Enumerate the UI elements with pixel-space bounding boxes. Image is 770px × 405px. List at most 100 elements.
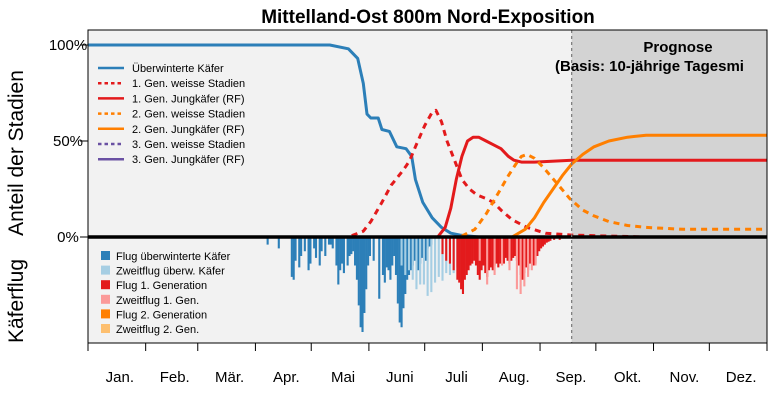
- flight-bar: [290, 237, 293, 277]
- flight-bar: [486, 237, 489, 285]
- legend-label: Flug überwinterte Käfer: [116, 251, 231, 263]
- legend-flight: Flug überwinterte Käfer Zweitflug überw. …: [101, 251, 231, 336]
- flight-bar: [348, 237, 351, 256]
- flight-bar: [387, 237, 390, 271]
- x-tick-label: Sep.: [556, 369, 587, 386]
- flight-bar: [521, 237, 524, 280]
- flight-bar: [383, 237, 386, 283]
- legend-label: Flug 1. Generation: [116, 280, 207, 292]
- flight-bar: [294, 237, 297, 261]
- flight-bar: [437, 237, 440, 277]
- legend-label: 2. Gen. weisse Stadien: [132, 109, 245, 121]
- flight-bar: [467, 237, 470, 271]
- flight-bar: [461, 237, 465, 294]
- flight-bar: [441, 237, 444, 281]
- flight-bar: [413, 237, 416, 261]
- flight-bar: [406, 237, 409, 280]
- flight-bar: [365, 237, 368, 290]
- flight-bar: [534, 237, 537, 266]
- flight-bar: [434, 237, 437, 283]
- flight-bar: [469, 237, 472, 266]
- flight-bar: [329, 237, 332, 245]
- flight-bar: [324, 237, 327, 256]
- flight-bar: [303, 237, 306, 252]
- legend-label: 2. Gen. Jungkäfer (RF): [132, 124, 245, 136]
- legend-label: Zweitflug überw. Käfer: [116, 266, 225, 278]
- flight-bar: [314, 237, 318, 258]
- flight-bar: [445, 237, 448, 261]
- legend-label: 3. Gen. weisse Stadien: [132, 139, 245, 151]
- flight-bar: [514, 237, 517, 256]
- flight-bar: [489, 237, 492, 268]
- flight-bar: [361, 237, 364, 332]
- forecast-shading: [571, 30, 767, 343]
- flight-bar: [266, 237, 269, 245]
- x-tick-label: Feb.: [160, 369, 190, 386]
- flight-bar: [393, 237, 396, 256]
- flight-bar: [363, 237, 366, 313]
- flight-bar: [512, 237, 515, 258]
- flight-bar: [309, 237, 312, 264]
- flight-bar: [346, 237, 349, 266]
- legend-swatch: [101, 309, 110, 319]
- legend-label: Flug 2. Generation: [116, 309, 207, 321]
- flight-bar: [400, 237, 403, 328]
- flight-bar: [528, 237, 531, 264]
- legend-swatch: [101, 265, 110, 275]
- y-tick-label: 100%: [49, 37, 87, 54]
- flight-bar: [482, 237, 485, 266]
- flight-bar: [419, 237, 422, 285]
- legend-swatch: [101, 251, 110, 260]
- flight-bar: [424, 237, 427, 261]
- flight-bar: [508, 237, 511, 271]
- flight-bar: [320, 237, 323, 252]
- flight-bar: [540, 237, 543, 249]
- x-tick-label: Jan.: [106, 369, 134, 386]
- flight-bar: [426, 237, 429, 296]
- flight-bar: [465, 237, 468, 275]
- flight-bar: [339, 237, 342, 271]
- x-tick-label: Nov.: [670, 369, 700, 386]
- plot-area: Prognose (Basis: 10-jährige Tagesmi: [87, 29, 768, 344]
- flight-bar: [340, 237, 344, 264]
- flight-bar: [532, 237, 535, 266]
- flight-bar: [417, 237, 420, 271]
- flight-bar: [331, 237, 334, 249]
- flight-bar: [407, 237, 411, 271]
- flight-bar: [359, 237, 362, 328]
- flight-bar: [504, 237, 507, 258]
- flight-bar: [547, 237, 550, 242]
- x-tick-label: Juli: [445, 369, 468, 386]
- flight-bar: [448, 237, 452, 264]
- flight-bar: [530, 237, 533, 271]
- flight-bar: [300, 237, 303, 256]
- flight-bar: [277, 237, 280, 249]
- flight-bar: [378, 237, 381, 299]
- flight-series-3: [478, 237, 537, 294]
- legend-label: 3. Gen. Jungkäfer (RF): [132, 154, 245, 166]
- flight-bar: [313, 237, 316, 249]
- flight-bar: [452, 237, 455, 271]
- flight-bar: [500, 237, 504, 266]
- flight-bar: [456, 237, 459, 280]
- x-tick-label: Juni: [386, 369, 414, 386]
- flight-bar: [523, 237, 526, 287]
- legend-swatch: [101, 324, 110, 333]
- legend-label: 1. Gen. weisse Stadien: [132, 78, 245, 90]
- flight-bar: [519, 237, 522, 294]
- flight-bar: [350, 237, 353, 255]
- flight-bar: [428, 237, 431, 247]
- flight-bar: [458, 237, 461, 283]
- flight-bar: [420, 237, 424, 258]
- y-axis-label-top: Anteil der Stadien: [5, 70, 28, 236]
- series-line-0: [88, 43, 767, 239]
- legend-swatch: [101, 294, 110, 304]
- flight-bar: [463, 237, 466, 280]
- x-tick-label: Mär.: [215, 369, 244, 386]
- flight-bar: [411, 237, 414, 280]
- flight-bar: [484, 237, 487, 274]
- flight-bar: [342, 237, 345, 274]
- x-tick-label: Mai: [331, 369, 355, 386]
- flight-bar: [400, 237, 403, 266]
- flight-bar: [391, 237, 394, 266]
